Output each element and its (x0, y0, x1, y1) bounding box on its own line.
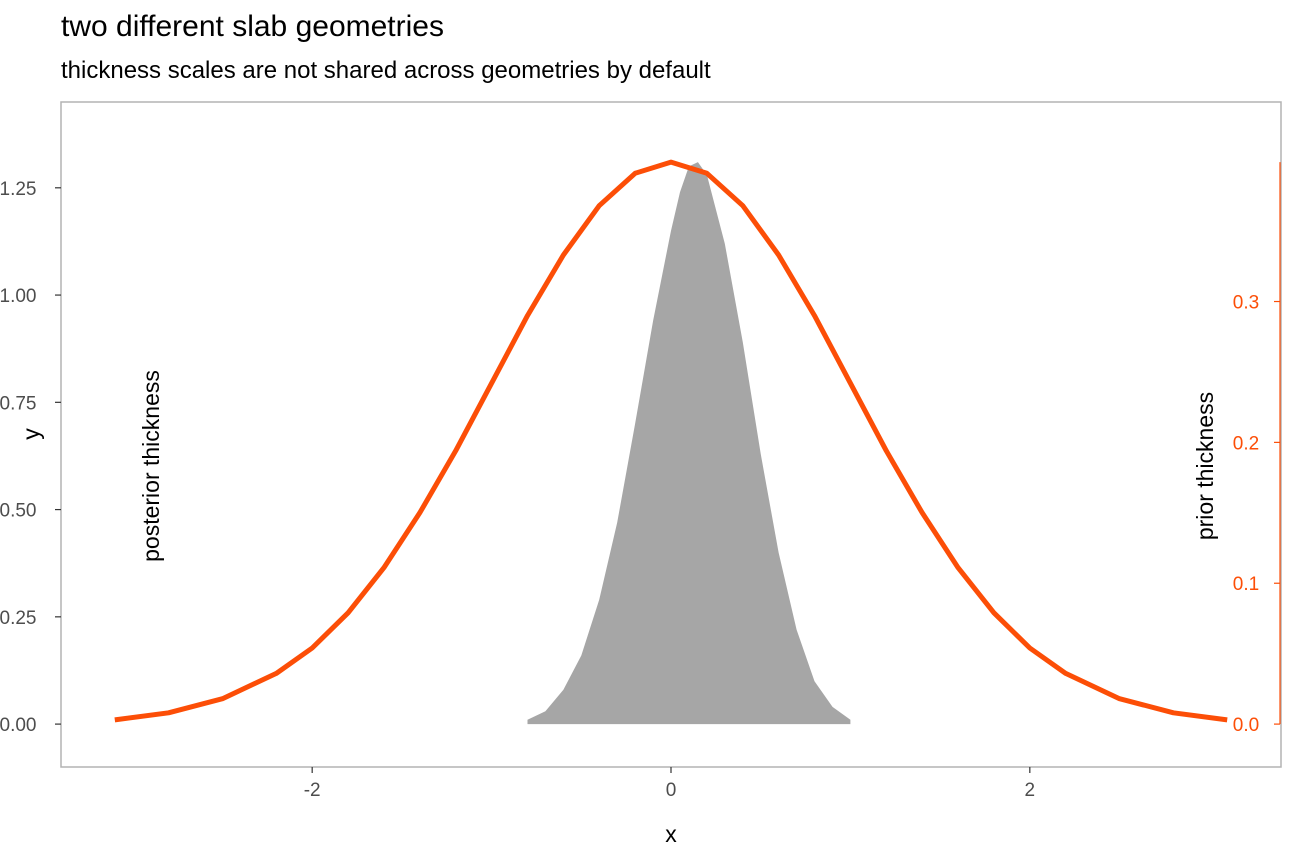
y-axis-title: y (18, 428, 44, 440)
posterior-thickness-label: posterior thickness (138, 370, 164, 562)
x-tick-label: -2 (304, 780, 321, 801)
x-tick-label: 2 (1025, 780, 1036, 801)
y-tick-label: 0.50 (0, 501, 36, 522)
x-axis-title: x (665, 821, 677, 847)
x-tick-label: 0 (666, 780, 677, 801)
secondary-y-tick-label: 0.1 (1233, 574, 1259, 595)
secondary-y-tick-label: 0.2 (1233, 433, 1259, 454)
secondary-y-tick-label: 0.3 (1233, 293, 1259, 314)
prior-thickness-label: prior thickness (1192, 392, 1218, 540)
y-tick-label: 0.00 (0, 715, 36, 736)
chart-subtitle: thickness scales are not shared across g… (61, 57, 711, 84)
y-tick-label: 0.75 (0, 393, 36, 414)
prior-line (114, 159, 1228, 723)
prior-line-layer (114, 159, 1228, 723)
secondary-y-axis: 0.0 0.1 0.2 0.3 (1233, 162, 1281, 736)
y-tick-label: 1.00 (0, 286, 36, 307)
chart-title: two different slab geometries (61, 10, 444, 43)
posterior-slab-layer (527, 162, 851, 725)
y-tick-label: 0.25 (0, 608, 36, 629)
posterior-slab (527, 162, 851, 725)
y-tick-label: 1.25 (0, 179, 36, 200)
secondary-y-tick-label: 0.0 (1233, 715, 1259, 736)
y-axis: 0.00 0.25 0.50 0.75 1.00 1.25 (0, 179, 61, 736)
x-axis: -2 0 2 (304, 767, 1035, 801)
